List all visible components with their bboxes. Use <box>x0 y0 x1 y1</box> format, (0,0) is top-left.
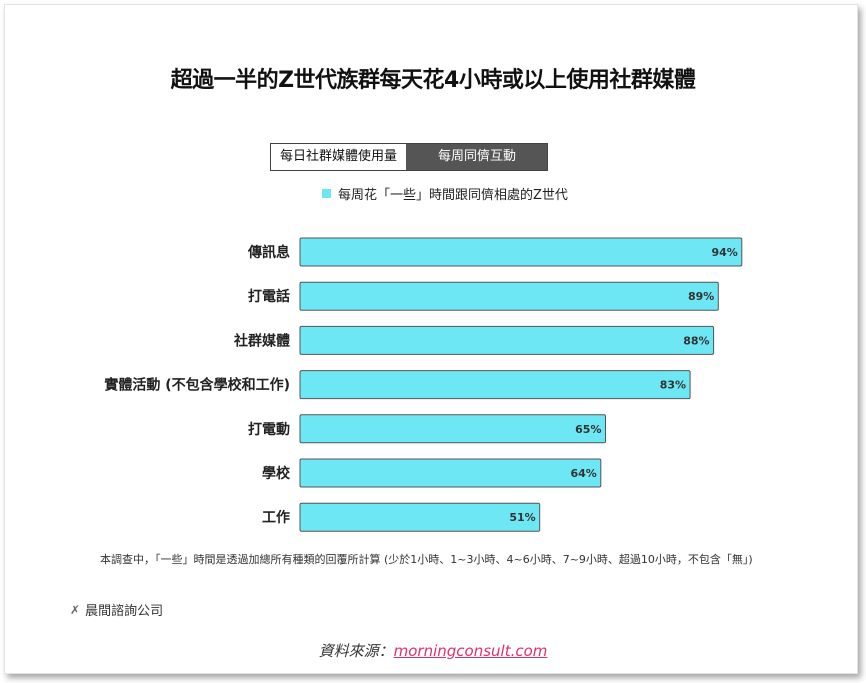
bar[interactable] <box>299 370 691 400</box>
tab-daily-usage[interactable]: 每日社群媒體使用量 <box>271 144 408 170</box>
bar-chart: 傳訊息 94% 打電話 89% 社群媒體 88% 實體活動 (不包含學校和工作) 83% 打電動… <box>104 237 743 532</box>
category-label: 傳訊息 <box>247 244 290 261</box>
brand: ✗ 晨間諮詢公司 <box>70 600 164 620</box>
bar[interactable] <box>299 414 606 444</box>
bar-value-label: 51% <box>509 511 535 524</box>
legend-label: 每周花「一些」時間跟同儕相處的Z世代 <box>338 188 568 203</box>
bar[interactable] <box>299 502 541 532</box>
source-line: 資料來源：morningconsult.com <box>0 640 866 661</box>
source-link[interactable]: morningconsult.com <box>393 642 548 660</box>
footnote: 本調查中，「一些」時間是透過加總所有種類的回覆所計算 (少於1小時、1~3小時、… <box>100 553 753 566</box>
category-label: 社群媒體 <box>233 332 290 349</box>
source-prefix: 資料來源： <box>318 642 394 660</box>
bar-value-label: 65% <box>575 423 601 436</box>
bar-value-label: 94% <box>711 246 737 259</box>
category-label: 實體活動 (不包含學校和工作) <box>104 377 290 394</box>
bar[interactable] <box>299 458 602 488</box>
legend: 每周花「一些」時間跟同儕相處的Z世代 <box>322 184 568 203</box>
m-logo-icon: ✗ <box>70 602 81 617</box>
chart-title: 超過一半的Z世代族群每天花4小時或以上使用社群媒體 <box>170 68 696 93</box>
category-label: 工作 <box>262 509 290 526</box>
bar-value-label: 83% <box>660 379 686 392</box>
bar-value-label: 89% <box>688 290 714 303</box>
brand-label: 晨間諮詢公司 <box>85 604 164 619</box>
category-label: 學校 <box>262 465 291 482</box>
category-label: 打電話 <box>248 288 290 305</box>
bar-value-label: 64% <box>570 467 596 480</box>
tab-bar: 每日社群媒體使用量 每周同儕互動 <box>270 143 549 171</box>
bar[interactable] <box>299 281 719 311</box>
legend-swatch <box>322 189 331 198</box>
bar[interactable] <box>299 237 743 267</box>
category-label: 打電動 <box>248 421 290 438</box>
bar-value-label: 88% <box>683 334 709 347</box>
tab-weekly-peer[interactable]: 每周同儕互動 <box>407 144 548 170</box>
bar[interactable] <box>299 325 715 355</box>
